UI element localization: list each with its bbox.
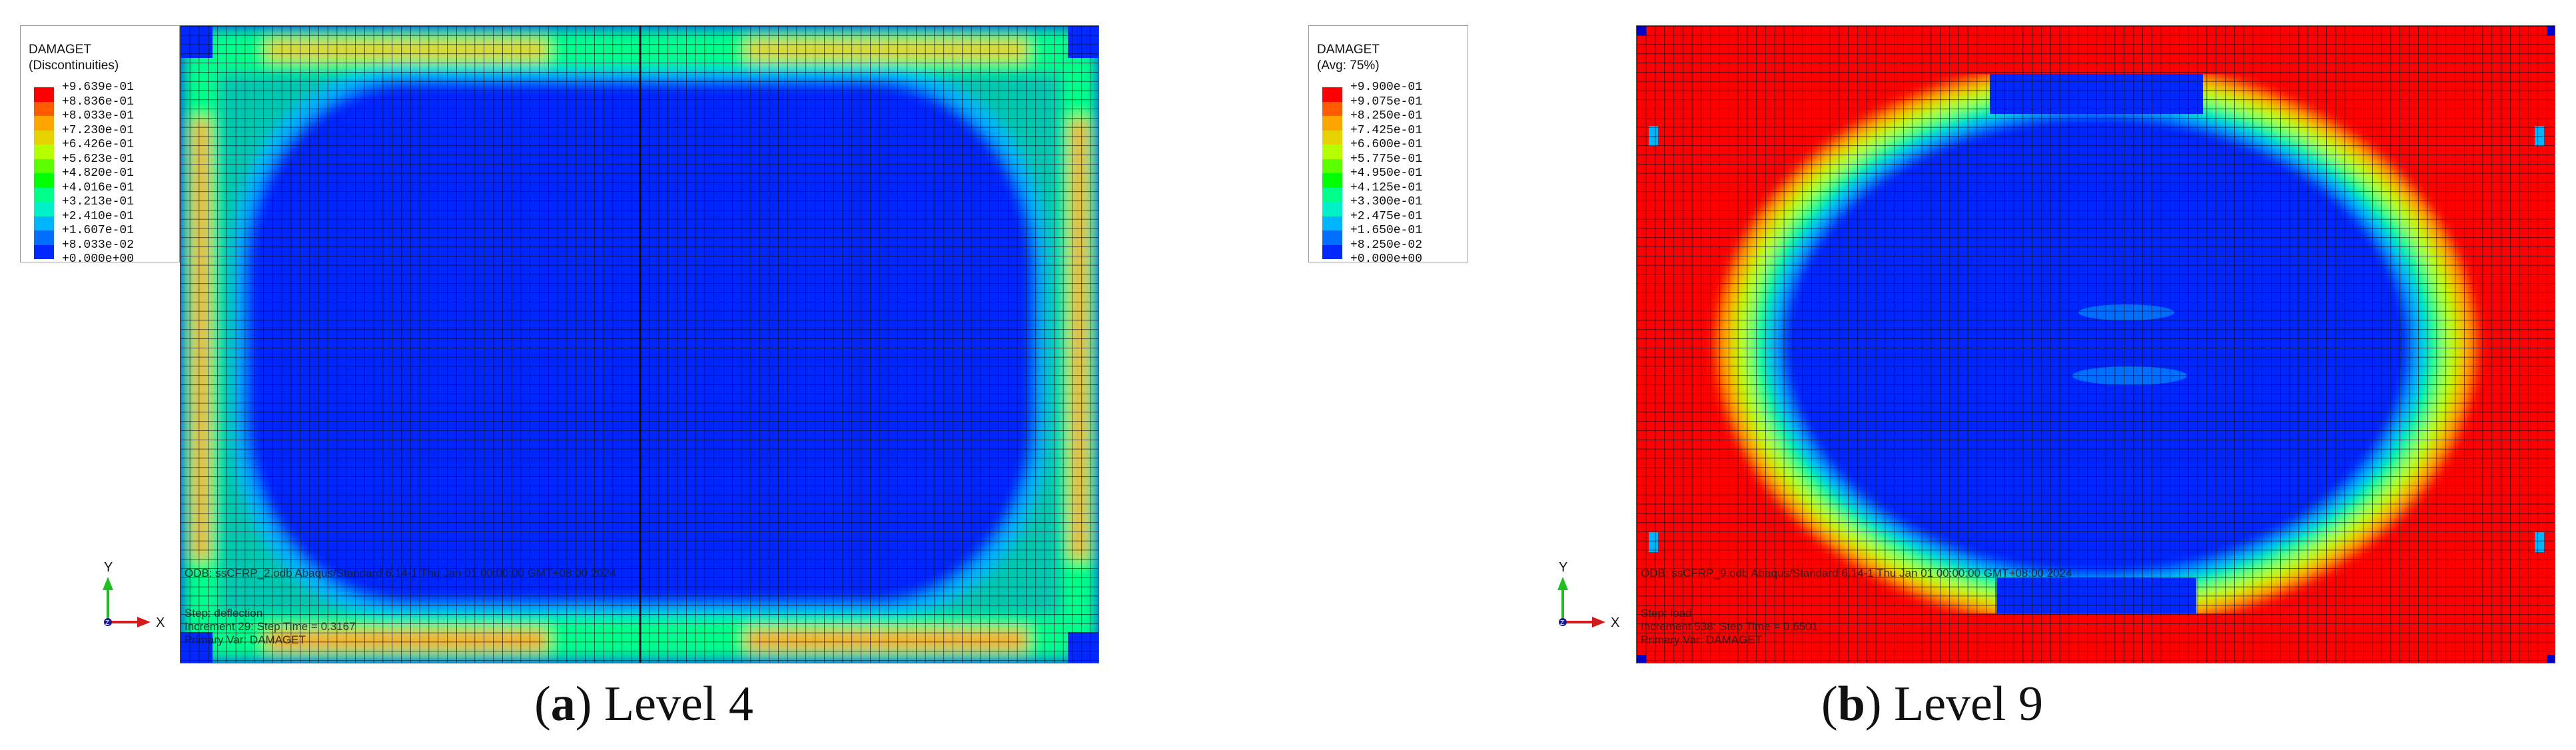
axis-triad: Y X Z <box>103 560 165 630</box>
legend-value: +6.426e-01 <box>62 138 135 151</box>
step-line: Step: deflection <box>185 607 263 619</box>
color-legend: DAMAGET (Discontinuities) +9.639e-01 +8.… <box>20 25 180 266</box>
legend-value: +1.650e-01 <box>1350 224 1423 237</box>
legend-value: +3.300e-01 <box>1350 195 1423 208</box>
legend-value: +6.600e-01 <box>1350 138 1423 151</box>
legend-value: +8.033e-01 <box>62 109 135 123</box>
increment-line: Increment 29: Step Time = 0.3167 <box>185 620 356 633</box>
legend-value: +9.900e-01 <box>1350 81 1423 94</box>
increment-line: Increment 538: Step Time = 0.6501 <box>1641 620 1819 633</box>
legend-swatch <box>1322 244 1342 259</box>
legend-swatch <box>1322 101 1342 116</box>
legend-value: +8.033e-02 <box>62 238 135 252</box>
z-axis-origin-icon <box>104 618 112 626</box>
legend-swatch <box>1322 173 1342 188</box>
panel-level-4: DAMAGET (Discontinuities) +9.639e-01 +8.… <box>20 25 1099 731</box>
legend-swatch <box>34 173 54 188</box>
color-legend: DAMAGET (Avg: 75%) +9.900e-01 +9.075e-01… <box>1308 25 1468 266</box>
x-axis-label: X <box>1611 615 1619 630</box>
step-line: Step: load <box>1641 607 1692 619</box>
legend-value: +9.639e-01 <box>62 81 135 94</box>
legend-values: +9.639e-01 +8.836e-01 +8.033e-01 +7.230e… <box>62 81 134 267</box>
legend-swatch <box>1322 202 1342 216</box>
legend-value: +9.075e-01 <box>1350 95 1423 109</box>
caption-text: Level 4 <box>592 677 753 731</box>
legend-value: +0.000e+00 <box>62 252 135 266</box>
x-axis-label: X <box>156 615 165 630</box>
legend-value: +4.016e-01 <box>62 181 135 194</box>
primary-var-line: Primary Var: DAMAGET <box>185 633 306 646</box>
legend-swatches <box>34 87 54 259</box>
z-axis-origin-icon <box>1559 618 1567 626</box>
z-axis-label: Z <box>1560 619 1564 627</box>
legend-swatch <box>1322 230 1342 245</box>
legend-swatch <box>1322 145 1342 159</box>
damage-contour-plot: ODB: ssCFRP_2.odb Abaqus/Standard 6.14-1… <box>180 25 1099 663</box>
legend-swatch <box>34 216 54 230</box>
legend-value: +7.230e-01 <box>62 123 135 137</box>
panel-level-9: DAMAGET (Avg: 75%) +9.900e-01 +9.075e-01… <box>1288 0 2576 750</box>
caption: (a) Level 4 <box>534 677 753 731</box>
legend-value: +8.836e-01 <box>62 95 135 109</box>
legend-swatch <box>1322 130 1342 145</box>
legend-value: +3.213e-01 <box>62 195 135 208</box>
caption-text: Level 9 <box>1881 677 2043 731</box>
caption-label: a <box>550 677 576 731</box>
legend-swatch <box>1322 216 1342 230</box>
primary-var-line: Primary Var: DAMAGET <box>1641 633 1762 646</box>
legend-value: +0.000e+00 <box>1350 252 1423 266</box>
legend-swatch <box>1322 87 1342 102</box>
legend-value: +4.125e-01 <box>1350 181 1423 194</box>
legend-swatch <box>34 159 54 173</box>
x-arrowhead-icon <box>1592 617 1605 627</box>
legend-swatch <box>34 101 54 116</box>
legend-subtitle: (Discontinuities) <box>29 59 119 73</box>
legend-swatch <box>34 244 54 259</box>
legend-swatch <box>34 230 54 245</box>
contour-svg <box>1637 26 2555 663</box>
z-axis-label: Z <box>105 619 109 627</box>
legend-swatch <box>1322 159 1342 173</box>
legend-value: +4.950e-01 <box>1350 167 1423 180</box>
legend-value: +5.775e-01 <box>1350 152 1423 166</box>
legend-swatch <box>34 202 54 216</box>
legend-title: DAMAGET <box>1317 43 1380 57</box>
y-axis-label: Y <box>104 560 113 575</box>
y-arrowhead-icon <box>1557 577 1568 590</box>
damage-contour-plot: ODB: ssCFRP_9.odb Abaqus/Standard 6.14-1… <box>1636 25 2555 663</box>
legend-title: DAMAGET <box>29 43 91 57</box>
legend-swatch <box>34 116 54 131</box>
legend-swatch <box>34 130 54 145</box>
legend-value: +8.250e-02 <box>1350 238 1423 252</box>
odb-info-line: ODB: ssCFRP_9.odb Abaqus/Standard 6.14-1… <box>1641 567 2072 579</box>
y-axis-label: Y <box>1559 560 1567 575</box>
legend-value: +5.623e-01 <box>62 152 135 166</box>
legend-swatch <box>34 145 54 159</box>
odb-info-line: ODB: ssCFRP_2.odb Abaqus/Standard 6.14-1… <box>185 567 616 579</box>
legend-value: +2.475e-01 <box>1350 209 1423 223</box>
legend-value: +4.820e-01 <box>62 167 135 180</box>
axis-triad: Y X Z <box>1557 560 1619 630</box>
legend-value: +1.607e-01 <box>62 224 135 237</box>
legend-value: +2.410e-01 <box>62 209 135 223</box>
y-arrowhead-icon <box>103 577 113 590</box>
caption: (b) Level 9 <box>1821 677 2043 731</box>
caption-label: b <box>1837 677 1865 731</box>
legend-swatch <box>1322 187 1342 202</box>
contour-svg <box>181 26 1098 663</box>
legend-swatches <box>1322 87 1342 259</box>
legend-swatch <box>34 187 54 202</box>
legend-value: +8.250e-01 <box>1350 109 1423 123</box>
legend-value: +7.425e-01 <box>1350 123 1423 137</box>
legend-subtitle: (Avg: 75%) <box>1317 59 1380 73</box>
legend-swatch <box>34 87 54 102</box>
legend-swatch <box>1322 116 1342 131</box>
legend-values: +9.900e-01 +9.075e-01 +8.250e-01 +7.425e… <box>1350 81 1422 267</box>
x-arrowhead-icon <box>137 617 151 627</box>
